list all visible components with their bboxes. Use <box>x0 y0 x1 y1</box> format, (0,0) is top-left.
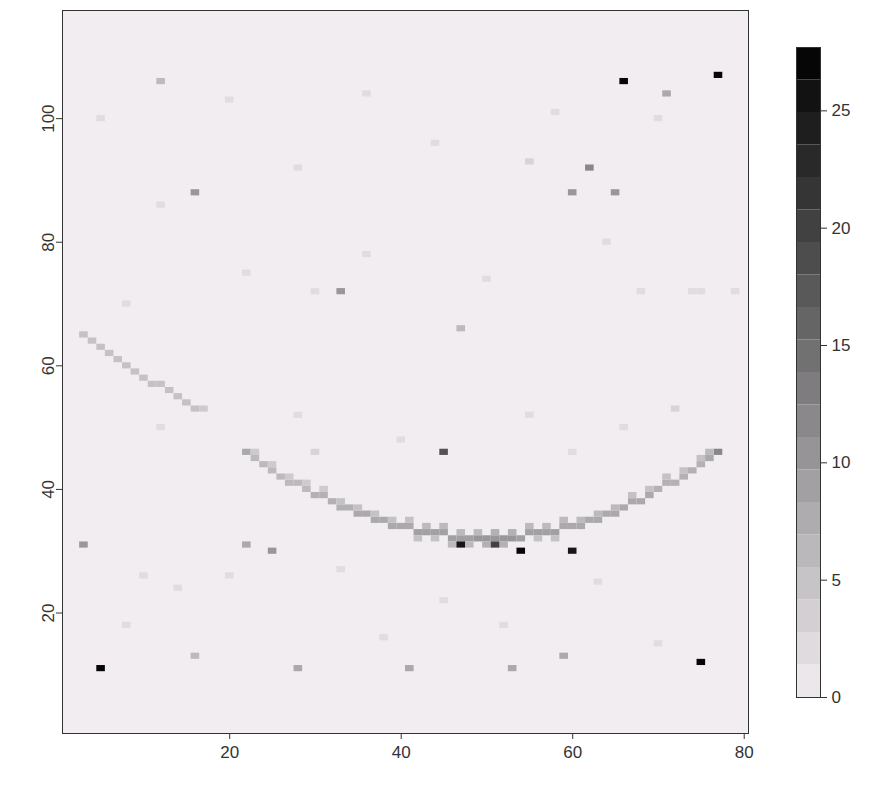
svg-text:10: 10 <box>832 453 851 472</box>
svg-text:40: 40 <box>392 743 411 762</box>
svg-text:80: 80 <box>39 233 58 252</box>
svg-text:20: 20 <box>220 743 239 762</box>
svg-text:20: 20 <box>39 604 58 623</box>
svg-text:60: 60 <box>563 743 582 762</box>
svg-text:0: 0 <box>832 688 841 707</box>
svg-text:15: 15 <box>832 336 851 355</box>
svg-text:80: 80 <box>735 743 754 762</box>
svg-text:60: 60 <box>39 356 58 375</box>
svg-text:100: 100 <box>39 104 58 132</box>
svg-text:40: 40 <box>39 480 58 499</box>
svg-text:5: 5 <box>832 571 841 590</box>
svg-text:20: 20 <box>832 219 851 238</box>
svg-text:25: 25 <box>832 101 851 120</box>
